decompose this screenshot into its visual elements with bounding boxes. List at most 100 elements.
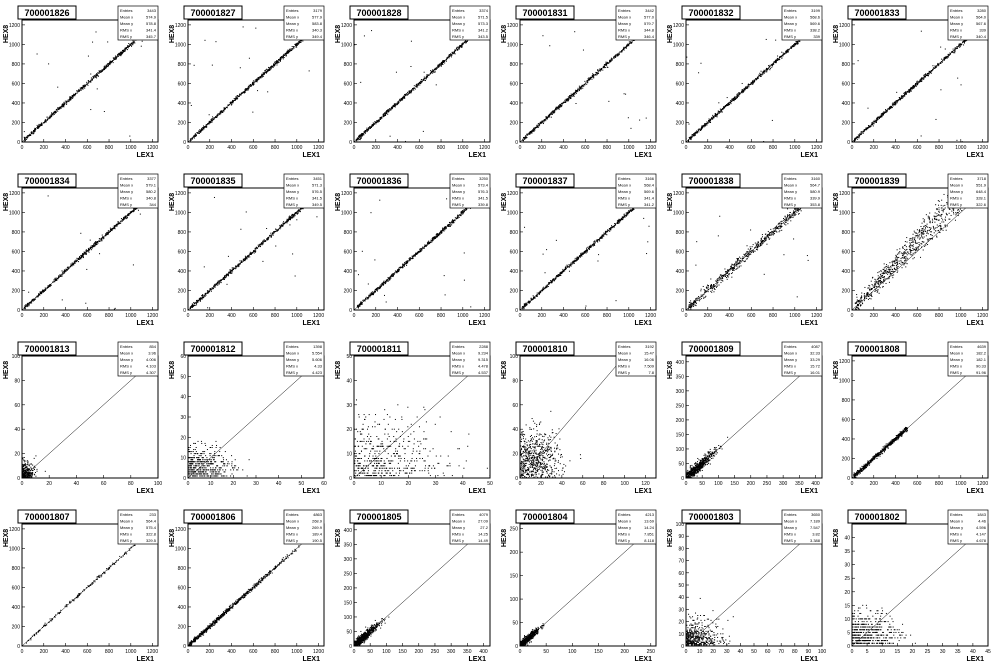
data-point [894, 102, 896, 104]
stats-value: 579.1 [146, 183, 157, 188]
data-point [120, 52, 122, 54]
data-point [89, 247, 91, 249]
data-point [439, 63, 441, 65]
data-point [732, 99, 734, 101]
data-point [581, 85, 583, 87]
data-point [268, 66, 270, 68]
data-point [898, 98, 900, 100]
data-point [558, 104, 560, 106]
data-point [587, 81, 589, 83]
stats-label: Mean y [120, 189, 133, 194]
data-point [701, 127, 703, 129]
data-point [734, 95, 736, 97]
data-point [445, 59, 447, 61]
data-point [111, 229, 113, 231]
data-point [567, 96, 569, 98]
data-point [909, 89, 911, 91]
chart-title: 700001827 [190, 8, 235, 18]
data-point [78, 257, 80, 259]
data-point [371, 30, 373, 32]
data-point [194, 134, 196, 136]
data-point [359, 139, 361, 141]
x-axis-label: LEX1 [800, 152, 818, 159]
data-point [46, 116, 48, 118]
data-point [377, 120, 379, 122]
data-point [235, 265, 237, 267]
data-point [132, 44, 134, 46]
data-point [954, 47, 956, 49]
data-point [58, 108, 60, 110]
data-point [261, 75, 263, 77]
data-point [584, 80, 586, 82]
data-point [433, 70, 435, 72]
data-point [706, 123, 708, 125]
data-point [376, 120, 378, 122]
data-point [241, 92, 243, 94]
data-point [385, 114, 387, 116]
data-point [549, 45, 551, 47]
data-point [733, 99, 735, 101]
stats-label: Mean x [950, 15, 963, 20]
data-point [768, 68, 770, 70]
data-point [209, 121, 211, 123]
y-tick-label: 600 [12, 249, 21, 255]
data-point [395, 103, 397, 105]
data-point [109, 60, 111, 62]
data-point [236, 95, 238, 97]
data-point [100, 70, 102, 72]
data-point [70, 99, 72, 101]
data-point [360, 137, 362, 139]
data-point [227, 274, 229, 276]
stats-box [781, 5, 823, 41]
x-tick-label: 1000 [457, 145, 468, 151]
chart-panel: 0 200 400 600 800 1000 12000200400600800100012… [667, 5, 823, 159]
y-tick-label: 1200 [673, 23, 684, 29]
data-point [363, 132, 365, 134]
data-point [763, 71, 765, 73]
data-point [59, 108, 61, 110]
chart-title: 700001828 [356, 8, 401, 18]
data-point [53, 111, 55, 113]
data-point [278, 59, 280, 61]
data-point [96, 73, 98, 75]
data-point [962, 41, 964, 43]
stats-value: 341.4 [146, 28, 157, 33]
data-point [279, 59, 281, 61]
data-point [693, 133, 695, 135]
data-point [920, 81, 922, 83]
data-point [722, 109, 724, 111]
data-point [443, 60, 445, 62]
data-point [616, 53, 618, 55]
y-tick-label: 800 [12, 62, 21, 68]
data-point [444, 62, 446, 64]
data-point [882, 113, 884, 115]
x-tick-label: 800 [437, 145, 446, 151]
data-point [78, 88, 80, 90]
data-point [753, 81, 755, 83]
data-point [410, 65, 412, 67]
data-point [897, 100, 899, 102]
data-point [363, 134, 365, 136]
data-point [712, 114, 714, 116]
data-point [211, 287, 213, 289]
data-point [244, 89, 246, 91]
data-point [536, 124, 538, 126]
data-point [691, 137, 693, 139]
data-point [885, 112, 887, 114]
data-point [902, 96, 904, 98]
data-point [199, 300, 201, 302]
data-point [270, 66, 272, 68]
x-tick-label: 800 [105, 145, 114, 151]
data-point [31, 132, 33, 134]
data-point [689, 138, 691, 140]
data-point [891, 107, 893, 109]
data-point [113, 225, 115, 227]
stats-value: 573.3 [478, 21, 489, 26]
data-point [109, 62, 111, 64]
data-point [771, 64, 773, 66]
data-point [887, 108, 889, 110]
data-point [602, 66, 604, 68]
data-point [294, 214, 296, 216]
data-point [799, 41, 801, 43]
data-point [882, 112, 884, 114]
